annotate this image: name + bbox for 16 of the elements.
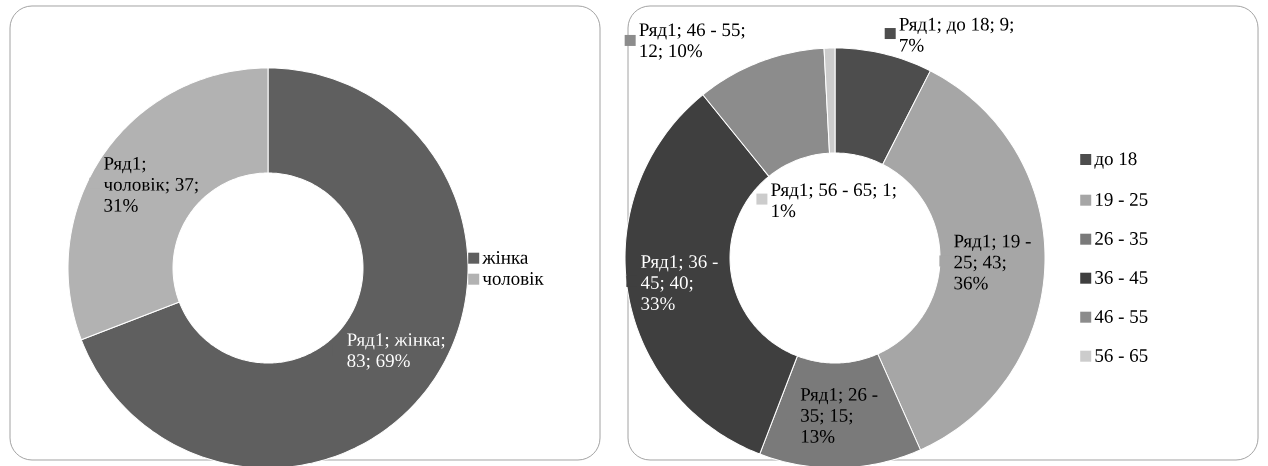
legend-label: 36 - 45	[1095, 271, 1148, 284]
data-label: Ряд1; 26 - 35; 15; 13%	[800, 388, 878, 443]
data-label: Ряд1; 19 - 25; 43; 36%	[954, 234, 1031, 290]
legend-label: 19 - 25	[1096, 193, 1148, 206]
legend-label: до 18	[1094, 152, 1137, 169]
data-label: Ряд1; жінка; 83; 69%	[347, 333, 445, 370]
legend-label: жінка	[482, 251, 529, 264]
data-label: Ряд1; 36 - 45; 40; 33%	[640, 255, 718, 311]
legend-label: 56 - 65	[1095, 349, 1148, 362]
data-label: Ряд1; 46 - 55; 12; 10%	[639, 23, 745, 60]
legend-label: 26 - 35	[1095, 232, 1148, 245]
legend-label: чоловік	[482, 272, 544, 285]
data-label: Ряд1; чоловік; 37; 31%	[103, 157, 198, 212]
data-label: Ряд1; до 18; 9; 7%	[899, 17, 1013, 52]
legend-label: 46 - 55	[1094, 310, 1148, 323]
data-label: Ряд1; 56 - 65; 1; 1%	[771, 183, 896, 218]
